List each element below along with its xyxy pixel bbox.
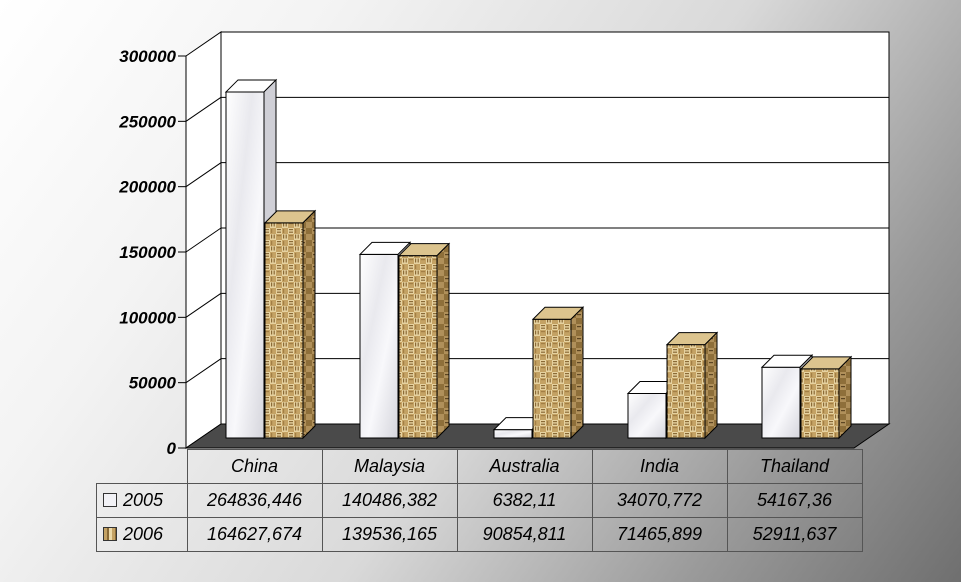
y-tick-label: 0: [167, 439, 177, 458]
bar-2006-malaysia: [397, 242, 451, 440]
data-label: 6382,11: [456, 483, 593, 518]
legend-key-2006: [103, 527, 117, 541]
data-label: 139536,165: [321, 517, 458, 552]
data-label: 52911,637: [726, 517, 863, 552]
gridline: [185, 96, 222, 122]
data-label: 264836,446: [186, 483, 323, 518]
data-label: 71465,899: [591, 517, 728, 552]
y-tick-label: 300000: [119, 47, 176, 66]
x-tick-label: Australia: [456, 449, 593, 484]
bar-2006-china: [263, 209, 317, 440]
data-label: 140486,382: [321, 483, 458, 518]
y-tick-label: 150000: [119, 243, 176, 262]
y-tick-label: 100000: [119, 308, 176, 327]
gridline: [185, 227, 222, 253]
y-axis-tick-labels: 0 50000 100000 150000 200000 250000 3000…: [118, 47, 176, 458]
gridline: [185, 292, 222, 318]
x-tick-label: Thailand: [726, 449, 863, 484]
y-tick-label: 250000: [118, 112, 176, 131]
bar-2006-australia: [531, 306, 585, 440]
data-label: 54167,36: [726, 483, 863, 518]
x-tick-label: India: [591, 449, 728, 484]
x-tick-label: China: [186, 449, 323, 484]
data-table: China Malaysia Australia India Thailand …: [96, 449, 863, 552]
data-label: 164627,674: [186, 517, 323, 552]
bar-2006-thailand: [799, 355, 853, 440]
legend-key-2005: [103, 493, 117, 507]
gridline: [185, 358, 222, 384]
legend-entry-2006: 2006: [96, 517, 188, 552]
x-tick-label: Malaysia: [321, 449, 458, 484]
table-corner: [97, 450, 188, 484]
data-label: 90854,811: [456, 517, 593, 552]
category-row: China Malaysia Australia India Thailand: [97, 449, 863, 484]
legend-label: 2006: [123, 524, 164, 544]
bars: [224, 78, 853, 440]
legend-label: 2005: [123, 490, 164, 510]
table-row-2005: 2005 264836,446 140486,382 6382,11 34070…: [96, 483, 863, 518]
y-tick-label: 50000: [129, 374, 177, 393]
y-tick-label: 200000: [118, 178, 176, 197]
gridline: [185, 162, 222, 188]
legend-entry-2005: 2005: [96, 483, 188, 518]
data-label: 34070,772: [591, 483, 728, 518]
bar-2006-india: [665, 331, 719, 440]
table-row-2006: 2006 164627,674 139536,165 90854,811 714…: [96, 517, 863, 552]
